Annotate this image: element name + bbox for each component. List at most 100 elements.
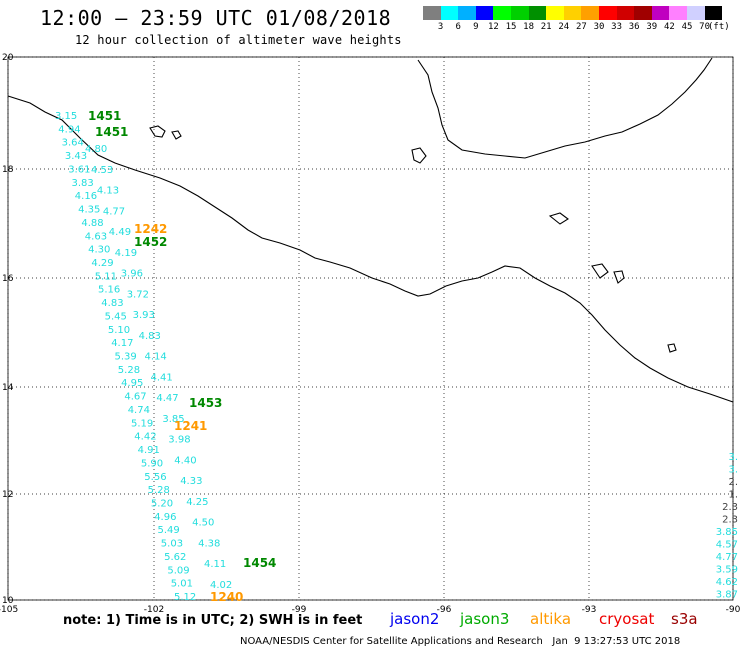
axis-labels: -105 -102 -99 -96 -93 -90 20 18 16 14 12 10 <box>0 53 740 615</box>
coastline-yucatan <box>417 57 713 159</box>
color-scale-swatch <box>616 6 635 20</box>
legend-altika: altika <box>530 610 572 628</box>
swh-label: 3.83 <box>72 178 94 189</box>
coastline-mainland <box>7 95 734 403</box>
legend-jason2: jason2 <box>390 610 440 628</box>
swh-label: 5.20 <box>151 499 173 510</box>
swh-label: 4.19 <box>115 248 137 259</box>
color-scale-label: 24 <box>558 22 570 32</box>
map-grid <box>7 56 734 601</box>
pass-time-label: 1451 <box>95 125 128 139</box>
color-scale-swatch <box>598 6 617 20</box>
island-3 <box>411 147 427 164</box>
swh-label: 3.93 <box>133 310 155 321</box>
lon-tick-label: -99 <box>292 605 307 615</box>
swh-label: 4.29 <box>91 258 113 269</box>
color-scale-swatch <box>458 6 476 20</box>
lat-tick-label: 12 <box>2 490 13 500</box>
swh-label: 5.28 <box>118 365 140 376</box>
pass-time-label: 1453 <box>189 396 222 410</box>
color-scale-swatch <box>634 6 652 20</box>
color-scale-swatch <box>475 6 494 20</box>
swh-edge-label: 1. <box>728 490 738 501</box>
swh-label: 5.90 <box>141 458 163 469</box>
swh-label: 3.85 <box>162 414 184 425</box>
color-scale-label: 3 <box>437 22 444 32</box>
color-scale-label: 27 <box>575 22 587 32</box>
swh-label: 4.83 <box>139 331 161 342</box>
swh-label: 3.43 <box>65 151 87 162</box>
swh-edge-label: 2.3 <box>722 515 738 526</box>
swh-label: 4.49 <box>109 227 131 238</box>
swh-edge-label: 3.59 <box>716 565 738 576</box>
swh-edge-label: 3. <box>728 465 738 476</box>
swh-label: 4.50 <box>192 518 214 529</box>
swh-edge-label: 3. <box>728 452 738 463</box>
color-scale-swatch <box>686 6 705 20</box>
color-scale-label: 12 <box>487 22 499 32</box>
island-1 <box>149 125 166 138</box>
swh-label: 5.01 <box>171 579 193 590</box>
lon-tick-label: -93 <box>582 605 597 615</box>
swh-label: 4.80 <box>85 144 107 155</box>
swh-label: 5.12 <box>174 592 196 603</box>
swh-edge-label: 4.62 <box>716 577 738 588</box>
swh-label: 3.96 <box>121 269 143 280</box>
swh-label: 4.96 <box>154 512 176 523</box>
swh-label: 3.15 <box>55 111 77 122</box>
color-scale-swatch <box>510 6 529 20</box>
legend-note: note: 1) Time is in UTC; 2) SWH is in fe… <box>63 613 363 628</box>
swh-label: 3.98 <box>168 435 190 446</box>
swh-label: 4.77 <box>103 206 125 217</box>
swh-label: 4.38 <box>198 539 220 550</box>
color-scale-swatch <box>546 6 564 20</box>
color-scale-label: 9 <box>473 22 479 32</box>
swh-label: 4.95 <box>121 378 143 389</box>
color-scale-swatch <box>423 6 441 20</box>
lat-tick-label: 20 <box>2 53 14 63</box>
lat-tick-label: 10 <box>2 596 14 606</box>
pass-time-label: 1241 <box>174 419 207 433</box>
color-scale-label: 30 <box>593 22 605 32</box>
swh-label: 4.42 <box>134 432 156 443</box>
swh-label: 5.39 <box>115 352 137 363</box>
color-scale-label: 21 <box>540 22 552 32</box>
lon-tick-label: -90 <box>726 605 740 615</box>
swh-label: 5.09 <box>167 565 189 576</box>
island-6 <box>613 270 625 284</box>
island-7 <box>667 343 677 353</box>
color-scale-label: 18 <box>523 22 535 32</box>
color-scale-label: 15 <box>505 22 517 32</box>
swh-label: 4.17 <box>111 338 133 349</box>
lat-tick-label: 16 <box>2 274 14 284</box>
color-scale-swatch <box>528 6 547 20</box>
swh-label: 5.16 <box>98 285 120 296</box>
color-scale-label: 39 <box>646 22 658 32</box>
color-scale-swatch <box>563 6 582 20</box>
swh-label: 5.62 <box>164 552 186 563</box>
swh-label: 4.25 <box>186 497 208 508</box>
swh-value-labels: 3.15 4.94 3.64 3.43 3.61 3.83 4.16 4.35 4.88 4.63… <box>55 111 738 603</box>
lon-tick-label: -102 <box>144 605 164 615</box>
swh-label: 3.61 <box>68 164 90 175</box>
swh-label: 4.14 <box>145 352 167 363</box>
color-scale-label: 33 <box>611 22 623 32</box>
swh-label: 4.88 <box>81 218 103 229</box>
swh-edge-label: 4.57 <box>716 540 738 551</box>
swh-label: 4.30 <box>88 245 110 256</box>
color-scale-label: 42 <box>663 22 675 32</box>
swh-label: 4.02 <box>210 580 232 591</box>
swh-label: 4.41 <box>151 372 173 383</box>
color-scale-swatch <box>704 6 723 20</box>
island-4 <box>548 212 569 225</box>
map-frame <box>7 56 734 601</box>
pass-time-label: 1451 <box>88 109 121 123</box>
color-scale-label: 45 <box>681 22 693 32</box>
swh-label: 4.13 <box>97 186 119 197</box>
legend-s3a: s3a <box>671 610 698 628</box>
swh-label: 4.83 <box>101 298 123 309</box>
lat-tick-label: 18 <box>2 165 14 175</box>
swh-label: 4.91 <box>138 445 160 456</box>
page-title: 12:00 – 23:59 UTC 01/08/2018 <box>40 6 392 30</box>
